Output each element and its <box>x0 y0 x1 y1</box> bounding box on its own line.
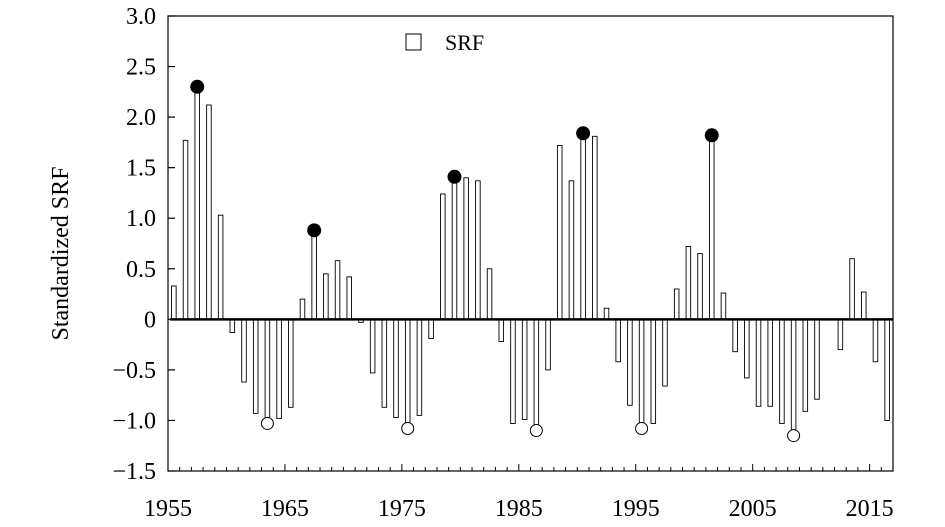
x-axis: 1955 1965 1975 1985 1995 2005 2015 <box>144 464 894 522</box>
bar-1972 <box>369 318 376 374</box>
trough-marker-2008 <box>787 429 801 443</box>
bar-2000 <box>697 253 703 320</box>
bar-2013 <box>849 258 855 320</box>
bar-1991 <box>592 135 598 320</box>
peak-marker-1979 <box>447 169 462 184</box>
peak-marker-1957 <box>190 79 205 94</box>
y-axis-label: Standardized SRF <box>48 167 74 341</box>
bar-1960 <box>229 318 236 333</box>
x-tick-label: 1975 <box>378 496 426 522</box>
y-tick-label: 1.0 <box>126 206 156 232</box>
bar-2008 <box>790 318 797 435</box>
bar-1958 <box>206 104 212 320</box>
bar-2003 <box>732 318 738 353</box>
bar-1979 <box>451 176 458 320</box>
y-tick-label: 0 <box>144 307 156 333</box>
bar-2002 <box>720 292 727 320</box>
bar-1970 <box>346 276 353 320</box>
bar-1968 <box>323 273 329 320</box>
bar-1976 <box>416 318 423 416</box>
peak-marker-1990 <box>576 126 591 141</box>
bar-1965 <box>288 318 294 408</box>
y-tick-label: 0.5 <box>126 257 156 283</box>
bar-2006 <box>767 318 773 407</box>
bar-1984 <box>510 318 516 424</box>
bar-1964 <box>276 318 282 419</box>
y-axis: 3.0 2.5 2.0 1.5 1.0 0.5 0 −0.5 −1.0 −1.5 <box>112 4 175 485</box>
bar-1975 <box>404 318 411 427</box>
x-tick-label: 1995 <box>612 496 660 522</box>
bar-2004 <box>744 318 750 379</box>
x-tick-label: 1955 <box>144 496 192 522</box>
bar-2015 <box>872 318 879 363</box>
bar-1969 <box>334 260 341 320</box>
bar-1999 <box>685 246 692 320</box>
bar-1981 <box>475 180 481 320</box>
bar-1955 <box>171 285 177 320</box>
bar-1963 <box>264 318 271 422</box>
bar-2014 <box>861 291 867 320</box>
bar-1973 <box>381 318 388 408</box>
bar-1977 <box>428 318 434 339</box>
y-tick-label: 2.5 <box>126 55 156 81</box>
bar-1974 <box>393 318 399 418</box>
bar-2005 <box>755 318 762 407</box>
markers-group <box>190 79 801 443</box>
bar-1982 <box>486 268 493 320</box>
bar-1986 <box>533 318 540 429</box>
bar-2001 <box>709 134 715 320</box>
bar-1990 <box>580 132 586 320</box>
bar-1987 <box>545 318 551 371</box>
x-tick-label: 2005 <box>729 496 777 522</box>
bar-1998 <box>673 288 680 320</box>
bar-1997 <box>662 318 668 387</box>
bar-1956 <box>182 139 189 320</box>
x-tick-label: 1985 <box>495 496 543 522</box>
bar-2009 <box>802 318 809 412</box>
y-tick-label: 2.0 <box>126 105 156 131</box>
peak-marker-1967 <box>307 223 322 238</box>
peak-marker-2001 <box>704 128 719 143</box>
bar-1967 <box>311 229 317 320</box>
legend-label-srf: SRF <box>445 30 484 55</box>
bar-1992 <box>603 307 610 320</box>
bar-1989 <box>568 180 575 320</box>
bar-2010 <box>814 318 820 400</box>
bar-1959 <box>217 214 224 320</box>
bar-1957 <box>194 86 200 320</box>
x-tick-label: 2015 <box>846 496 894 522</box>
y-tick-label: −0.5 <box>112 358 156 384</box>
bars-group <box>171 86 890 435</box>
bar-2016 <box>884 318 890 421</box>
bar-2012 <box>837 318 844 351</box>
trough-marker-1986 <box>529 424 543 438</box>
trough-marker-1963 <box>260 416 274 430</box>
bar-1980 <box>463 177 469 320</box>
bar-1983 <box>498 318 505 343</box>
trough-marker-1995 <box>635 422 649 436</box>
bar-1962 <box>252 318 259 414</box>
y-tick-label: 1.5 <box>126 156 156 182</box>
y-tick-label: −1.5 <box>112 459 156 485</box>
bar-1985 <box>521 318 528 420</box>
y-tick-label: 3.0 <box>126 4 156 30</box>
bar-1978 <box>440 193 446 320</box>
bar-1988 <box>556 144 563 320</box>
bar-1995 <box>638 318 645 427</box>
trough-marker-1975 <box>401 422 415 436</box>
legend: SRF <box>405 30 484 55</box>
bar-1993 <box>615 318 621 363</box>
bar-1994 <box>627 318 633 406</box>
bar-1966 <box>299 298 306 320</box>
y-tick-label: −1.0 <box>112 408 156 434</box>
bar-2007 <box>779 318 785 424</box>
x-tick-label: 1965 <box>261 496 309 522</box>
bar-1996 <box>650 318 657 424</box>
legend-swatch <box>405 33 422 51</box>
bar-1961 <box>241 318 247 383</box>
